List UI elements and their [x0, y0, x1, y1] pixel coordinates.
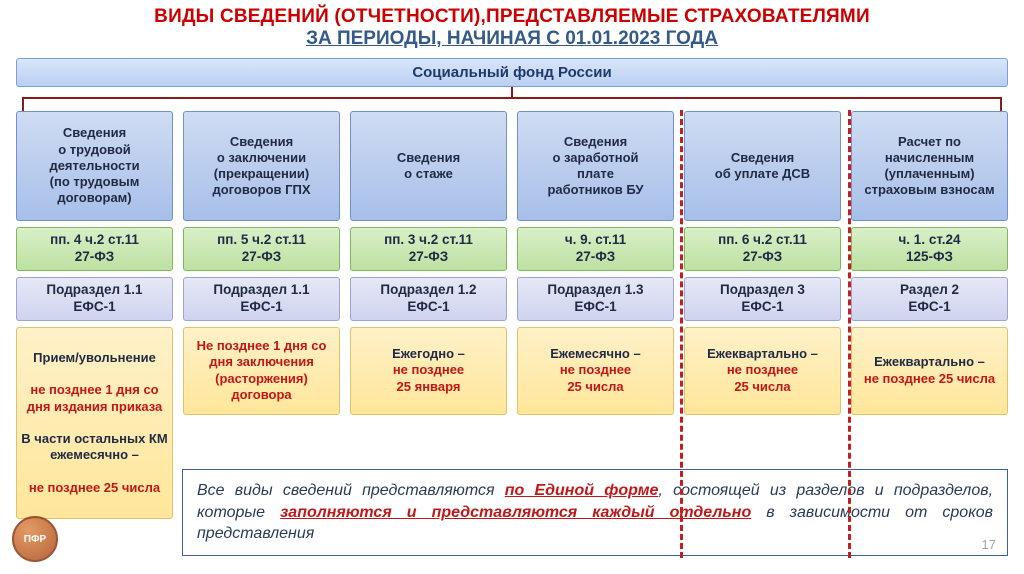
group-divider-2 [848, 110, 851, 558]
bracket-connector [16, 87, 1008, 111]
col-sect: Подраздел 1.1 ЕФС-1 [183, 277, 340, 321]
col-head: Сведения о стаже [350, 111, 507, 221]
title-line-1: ВИДЫ СВЕДЕНИЙ (ОТЧЕТНОСТИ),ПРЕДСТАВЛЯЕМЫ… [20, 6, 1004, 28]
col-due: Ежеквартально –не позднее 25 числа [684, 327, 841, 415]
columns-grid: Сведения о трудовой деятельности (по тру… [16, 111, 1008, 519]
col-due: Прием/увольнение не позднее 1 дня со дня… [16, 327, 173, 520]
col-law: пп. 6 ч.2 ст.11 27-ФЗ [684, 227, 841, 271]
col-head: Сведения об уплате ДСВ [684, 111, 841, 221]
slide-title: ВИДЫ СВЕДЕНИЙ (ОТЧЕТНОСТИ),ПРЕДСТАВЛЯЕМЫ… [0, 0, 1024, 54]
col-due: Ежеквартально –не позднее 25 числа [851, 327, 1008, 415]
col-head: Сведения о заработной плате работников Б… [517, 111, 674, 221]
column-0: Сведения о трудовой деятельности (по тру… [16, 111, 173, 519]
column-3: Сведения о заработной плате работников Б… [517, 111, 674, 519]
title-line-2: ЗА ПЕРИОДЫ, НАЧИНАЯ С 01.01.2023 ГОДА [20, 28, 1004, 50]
org-banner: Социальный фонд России [16, 58, 1008, 87]
col-due: Не позднее 1 дня со дня заключения (раст… [183, 327, 340, 415]
col-due: Ежегодно –не позднее 25 января [350, 327, 507, 415]
col-sect: Подраздел 3 ЕФС-1 [684, 277, 841, 321]
col-head: Сведения о трудовой деятельности (по тру… [16, 111, 173, 221]
col-head: Расчет по начисленным (уплаченным) страх… [851, 111, 1008, 221]
col-law: пп. 5 ч.2 ст.11 27-ФЗ [183, 227, 340, 271]
col-law: пп. 4 ч.2 ст.11 27-ФЗ [16, 227, 173, 271]
column-5: Расчет по начисленным (уплаченным) страх… [851, 111, 1008, 519]
col-law: пп. 3 ч.2 ст.11 27-ФЗ [350, 227, 507, 271]
col-law: ч. 1. ст.24 125-ФЗ [851, 227, 1008, 271]
col-sect: Подраздел 1.2 ЕФС-1 [350, 277, 507, 321]
column-4: Сведения об уплате ДСВ пп. 6 ч.2 ст.11 2… [684, 111, 841, 519]
column-2: Сведения о стаже пп. 3 ч.2 ст.11 27-ФЗ П… [350, 111, 507, 519]
col-head: Сведения о заключении (прекращении) дого… [183, 111, 340, 221]
pfr-logo-icon: ПФР [12, 516, 58, 562]
col-law: ч. 9. ст.11 27-ФЗ [517, 227, 674, 271]
col-sect: Раздел 2 ЕФС-1 [851, 277, 1008, 321]
page-number: 17 [982, 537, 996, 552]
col-sect: Подраздел 1.3 ЕФС-1 [517, 277, 674, 321]
group-divider-1 [680, 110, 683, 558]
col-sect: Подраздел 1.1 ЕФС-1 [16, 277, 173, 321]
column-1: Сведения о заключении (прекращении) дого… [183, 111, 340, 519]
footer-note: Все виды сведений представляются по Един… [182, 469, 1008, 556]
col-due: Ежемесячно –не позднее 25 числа [517, 327, 674, 415]
